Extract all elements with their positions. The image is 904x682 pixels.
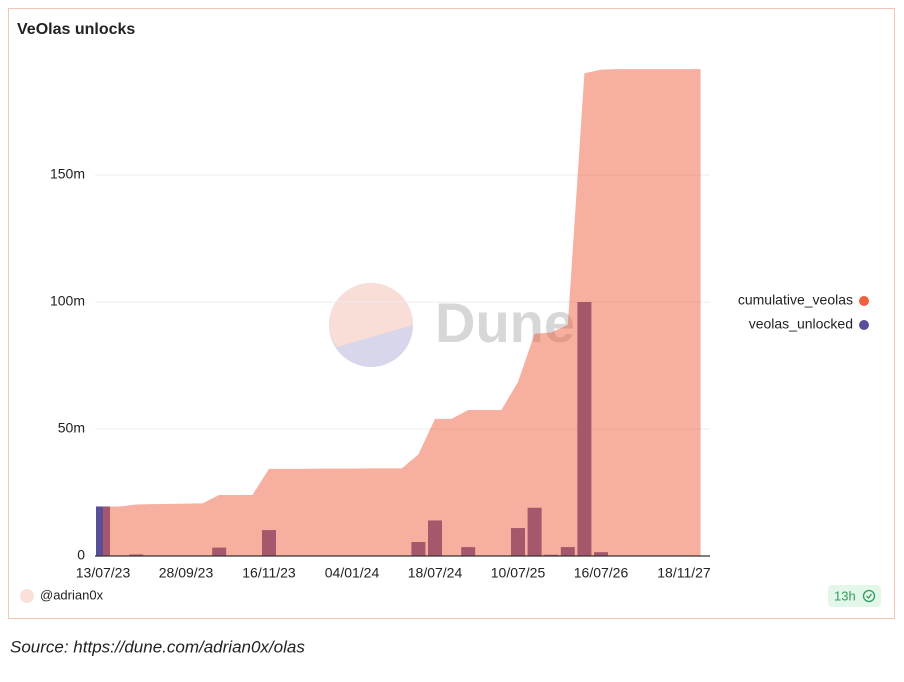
author-avatar [20,589,34,603]
x-tick-label: 16/11/23 [242,565,296,581]
source: Source: https://dune.com/adrian0x/olas [10,637,305,656]
freshness: 13h [834,588,856,603]
x-tick-label: 18/07/24 [408,565,463,581]
legend-label: cumulative_veolas [738,292,853,308]
y-tick-label: 0 [77,547,85,563]
legend-marker [859,296,869,306]
x-tick-label: 28/09/23 [159,565,214,581]
legend-marker [859,320,869,330]
y-tick-label: 150m [50,166,85,182]
x-tick-label: 18/11/27 [657,565,711,581]
author[interactable]: @adrian0x [40,587,104,602]
x-tick-label: 04/01/24 [325,565,380,581]
y-tick-label: 100m [50,293,85,309]
x-tick-label: 13/07/23 [76,565,131,581]
check-icon [862,589,876,603]
legend-label: veolas_unlocked [749,316,853,332]
y-tick-label: 50m [58,420,85,436]
chart-title: VeOlas unlocks [17,21,135,38]
x-tick-label: 10/07/25 [491,565,546,581]
watermark-logo [329,282,413,367]
check-mark [866,593,873,599]
area [103,69,701,556]
x-tick-label: 16/07/26 [574,565,629,581]
